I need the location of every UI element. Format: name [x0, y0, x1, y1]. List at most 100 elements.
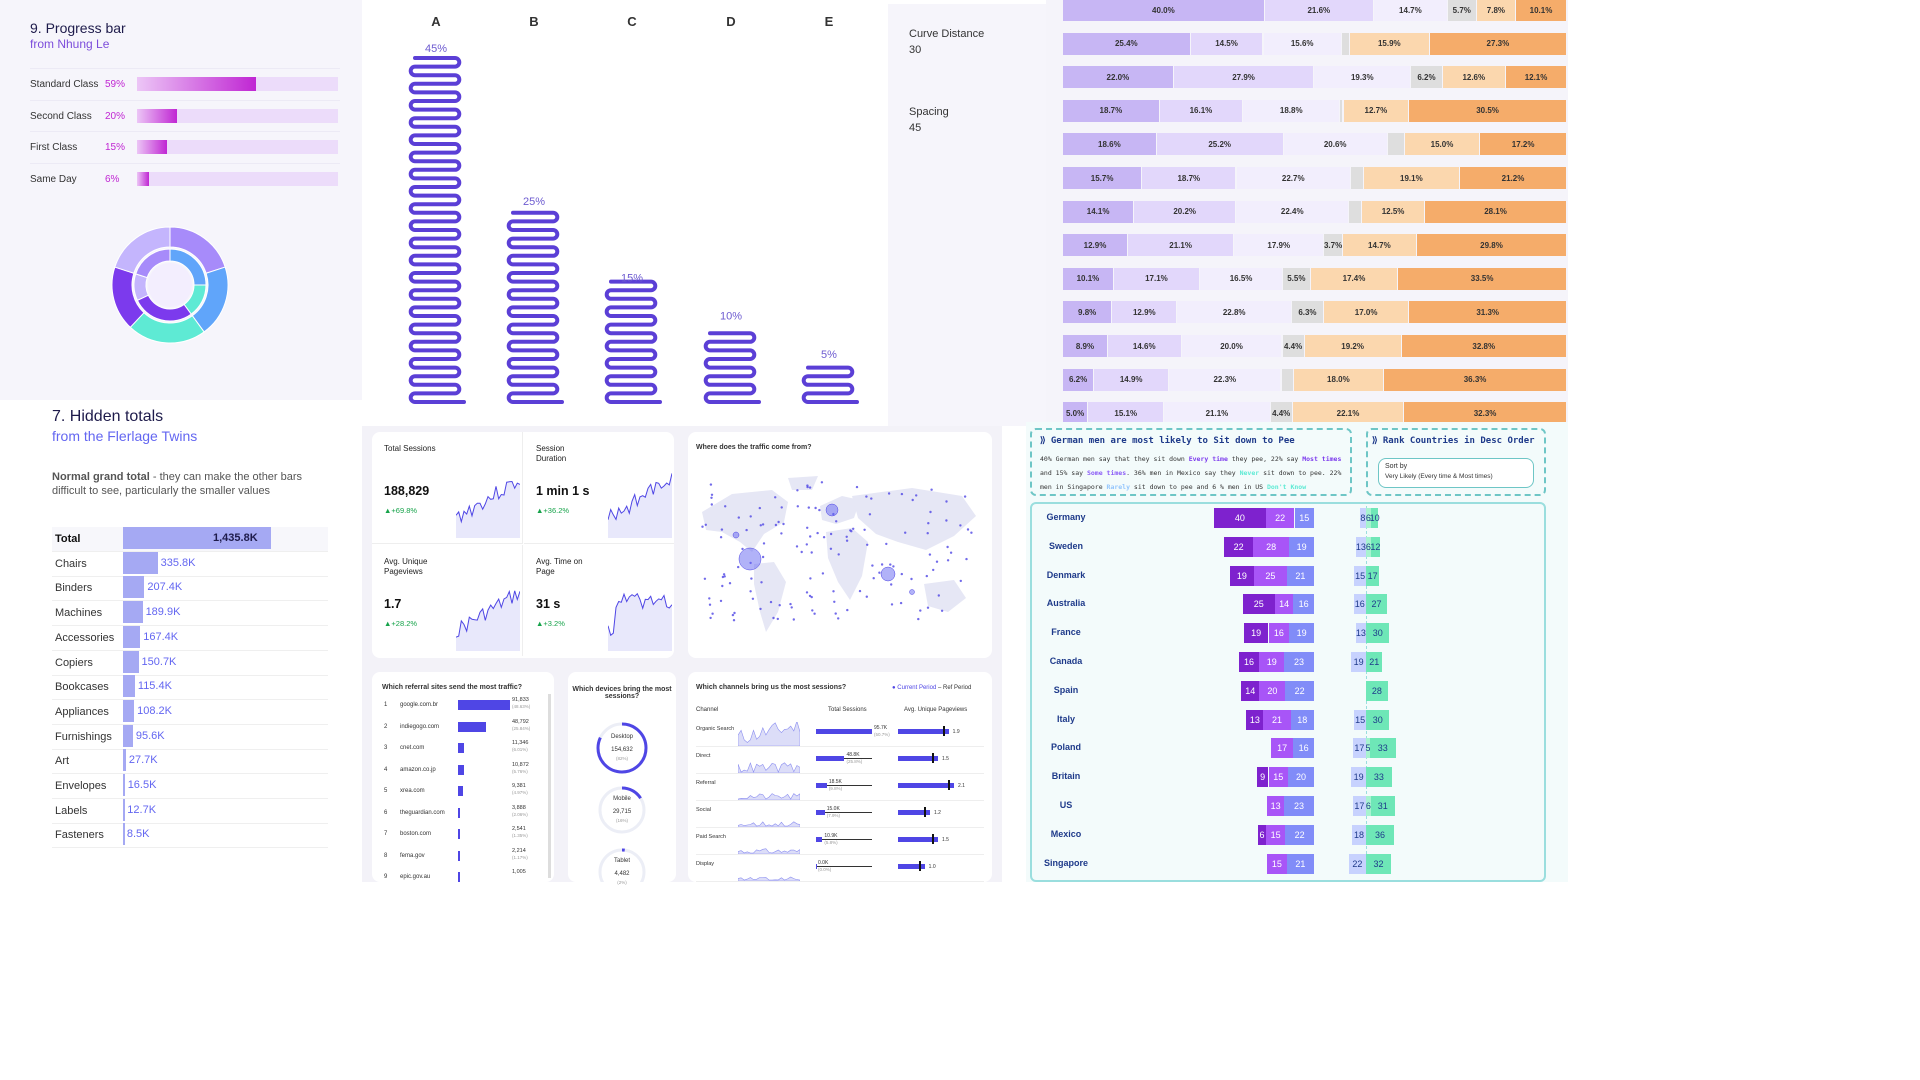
device-value: 29,715	[612, 809, 632, 815]
map-point	[837, 617, 840, 620]
stacked-segment: 20.0%	[1181, 335, 1282, 357]
map-point	[809, 535, 812, 538]
map-point	[780, 532, 783, 535]
devices-title: Which devices bring the most sessions?	[572, 686, 672, 700]
referral-scrollbar[interactable]	[548, 694, 551, 878]
kpi-value: 188,829	[384, 484, 430, 498]
stacked-segment: 12.5%	[1362, 200, 1425, 223]
pee-left-segment: 23	[1284, 652, 1314, 672]
pee-country-label: Britain	[1051, 771, 1081, 782]
pee-right-segment: 19	[1351, 767, 1366, 788]
spring-bar	[506, 210, 564, 404]
map-point	[911, 498, 914, 502]
map-point	[796, 489, 799, 492]
map-point	[749, 590, 752, 593]
map-point	[832, 590, 835, 593]
pee-line1: 40% German men say that they sit down	[1040, 455, 1189, 463]
map-point	[910, 577, 913, 581]
pee-line1-rest: they pee, 22% say	[1227, 455, 1303, 463]
pee-left-segment: 19	[1243, 623, 1269, 644]
hidden-totals-row: Fasteners 8.5K	[52, 823, 328, 849]
stacked-segment: 5.7%	[1447, 0, 1476, 21]
map-point	[865, 595, 868, 598]
map-point	[925, 574, 928, 578]
stacked-segment	[1349, 200, 1361, 223]
map-point	[750, 577, 753, 580]
map-point	[760, 581, 763, 584]
map-point	[868, 513, 872, 516]
sort-dropdown[interactable]: Sort by Very Likely (Every time & Most t…	[1378, 458, 1534, 488]
world-map	[701, 476, 976, 632]
stacked-segment	[1341, 32, 1349, 55]
pee-left-segment: 14	[1241, 680, 1260, 701]
map-point	[806, 526, 809, 529]
channel-sessions-axis	[816, 785, 872, 786]
map-point	[878, 571, 881, 574]
map-point	[966, 528, 970, 531]
pee-right-segment: 15	[1354, 565, 1366, 586]
pee-description: 40% German men say that they sit down Ev…	[1040, 452, 1350, 494]
map-point	[762, 542, 766, 545]
spring-value-label: 5%	[821, 349, 837, 361]
spring-chart: A 45% B 25% C 15% D 10% E 5%	[408, 14, 859, 404]
hidden-totals-row: Labels 12.7K	[52, 798, 328, 824]
pee-country-label: France	[1051, 627, 1081, 638]
stacked-segment: 29.8%	[1417, 234, 1566, 257]
map-point	[710, 493, 714, 496]
sparkline-line	[608, 592, 672, 637]
hidden-totals-category: Binders	[55, 582, 93, 595]
map-point	[919, 609, 922, 612]
hidden-totals-category: Accessories	[55, 631, 115, 644]
channel-sessions-value: 0.0K	[818, 860, 829, 866]
map-point	[805, 543, 808, 546]
donut-chart	[111, 226, 229, 344]
pee-right-segment: 12	[1370, 536, 1380, 557]
channel-row-divider	[696, 854, 984, 855]
pee-left-segment: 19	[1289, 623, 1314, 644]
stacked-segment: 9.8%	[1063, 301, 1112, 324]
map-landmass	[820, 496, 860, 524]
stacked-segment: 20.6%	[1283, 133, 1387, 156]
kpi-value: 1.7	[384, 597, 402, 611]
hidden-totals-bar	[123, 551, 158, 574]
progress-label: Same Day	[30, 173, 77, 185]
pee-left-segment: 16	[1293, 594, 1314, 615]
col-channel: Channel	[696, 707, 719, 713]
kpi-card: Avg. Unique Pageviews 1.7 ▲+28.2%	[372, 545, 523, 656]
kpi-card: Avg. Time on Page 31 s ▲+3.2%	[524, 545, 674, 656]
channel-spark-area	[738, 848, 800, 854]
hidden-totals-title: 7. Hidden totals	[52, 408, 164, 425]
map-point	[852, 527, 855, 530]
map-point	[929, 510, 932, 514]
pee-right-segment: 36	[1366, 824, 1395, 845]
pee-title: ⟫ German men are most likely to Sit down…	[1040, 436, 1295, 446]
map-bubble	[732, 531, 740, 539]
kpi-sparkline	[456, 589, 520, 651]
referral-bar	[458, 743, 465, 753]
referral-site: boston.com	[400, 831, 432, 837]
pee-right-segment: 8	[1359, 508, 1366, 528]
pee-right-segment: 5	[1365, 738, 1370, 759]
hidden-totals-value: 108.2K	[137, 704, 173, 717]
map-point	[731, 613, 735, 617]
stacked-segment: 15.6%	[1263, 32, 1341, 55]
pee-left-segment: 19	[1259, 652, 1285, 672]
referral-site: epic.gov.au	[400, 874, 431, 880]
kpi-sparkline	[608, 473, 672, 538]
map-point	[721, 575, 725, 579]
sparkline-area	[608, 593, 672, 651]
map-point	[807, 506, 810, 509]
map-card: Where does the traffic come from?	[688, 432, 992, 658]
stacked-segment: 32.3%	[1404, 402, 1566, 425]
map-point	[737, 516, 740, 519]
stacked-bar-panel: 40.0% 21.6% 14.7% 5.7% 7.8% 10.1% 25.4% 14.5% 15…	[1046, 0, 1568, 425]
sparkline-area	[456, 590, 520, 651]
hidden-totals-description: Normal grand total - they can make the o…	[52, 470, 332, 498]
map-point	[821, 572, 825, 575]
stacked-segment: 18.7%	[1063, 99, 1159, 122]
referral-site: indiegogo.com	[400, 723, 440, 730]
channel-name: Organic Search	[696, 726, 735, 732]
map-point	[708, 603, 712, 606]
pee-right-segment: 13	[1355, 536, 1366, 557]
pee-left-segment: 22	[1224, 536, 1253, 557]
